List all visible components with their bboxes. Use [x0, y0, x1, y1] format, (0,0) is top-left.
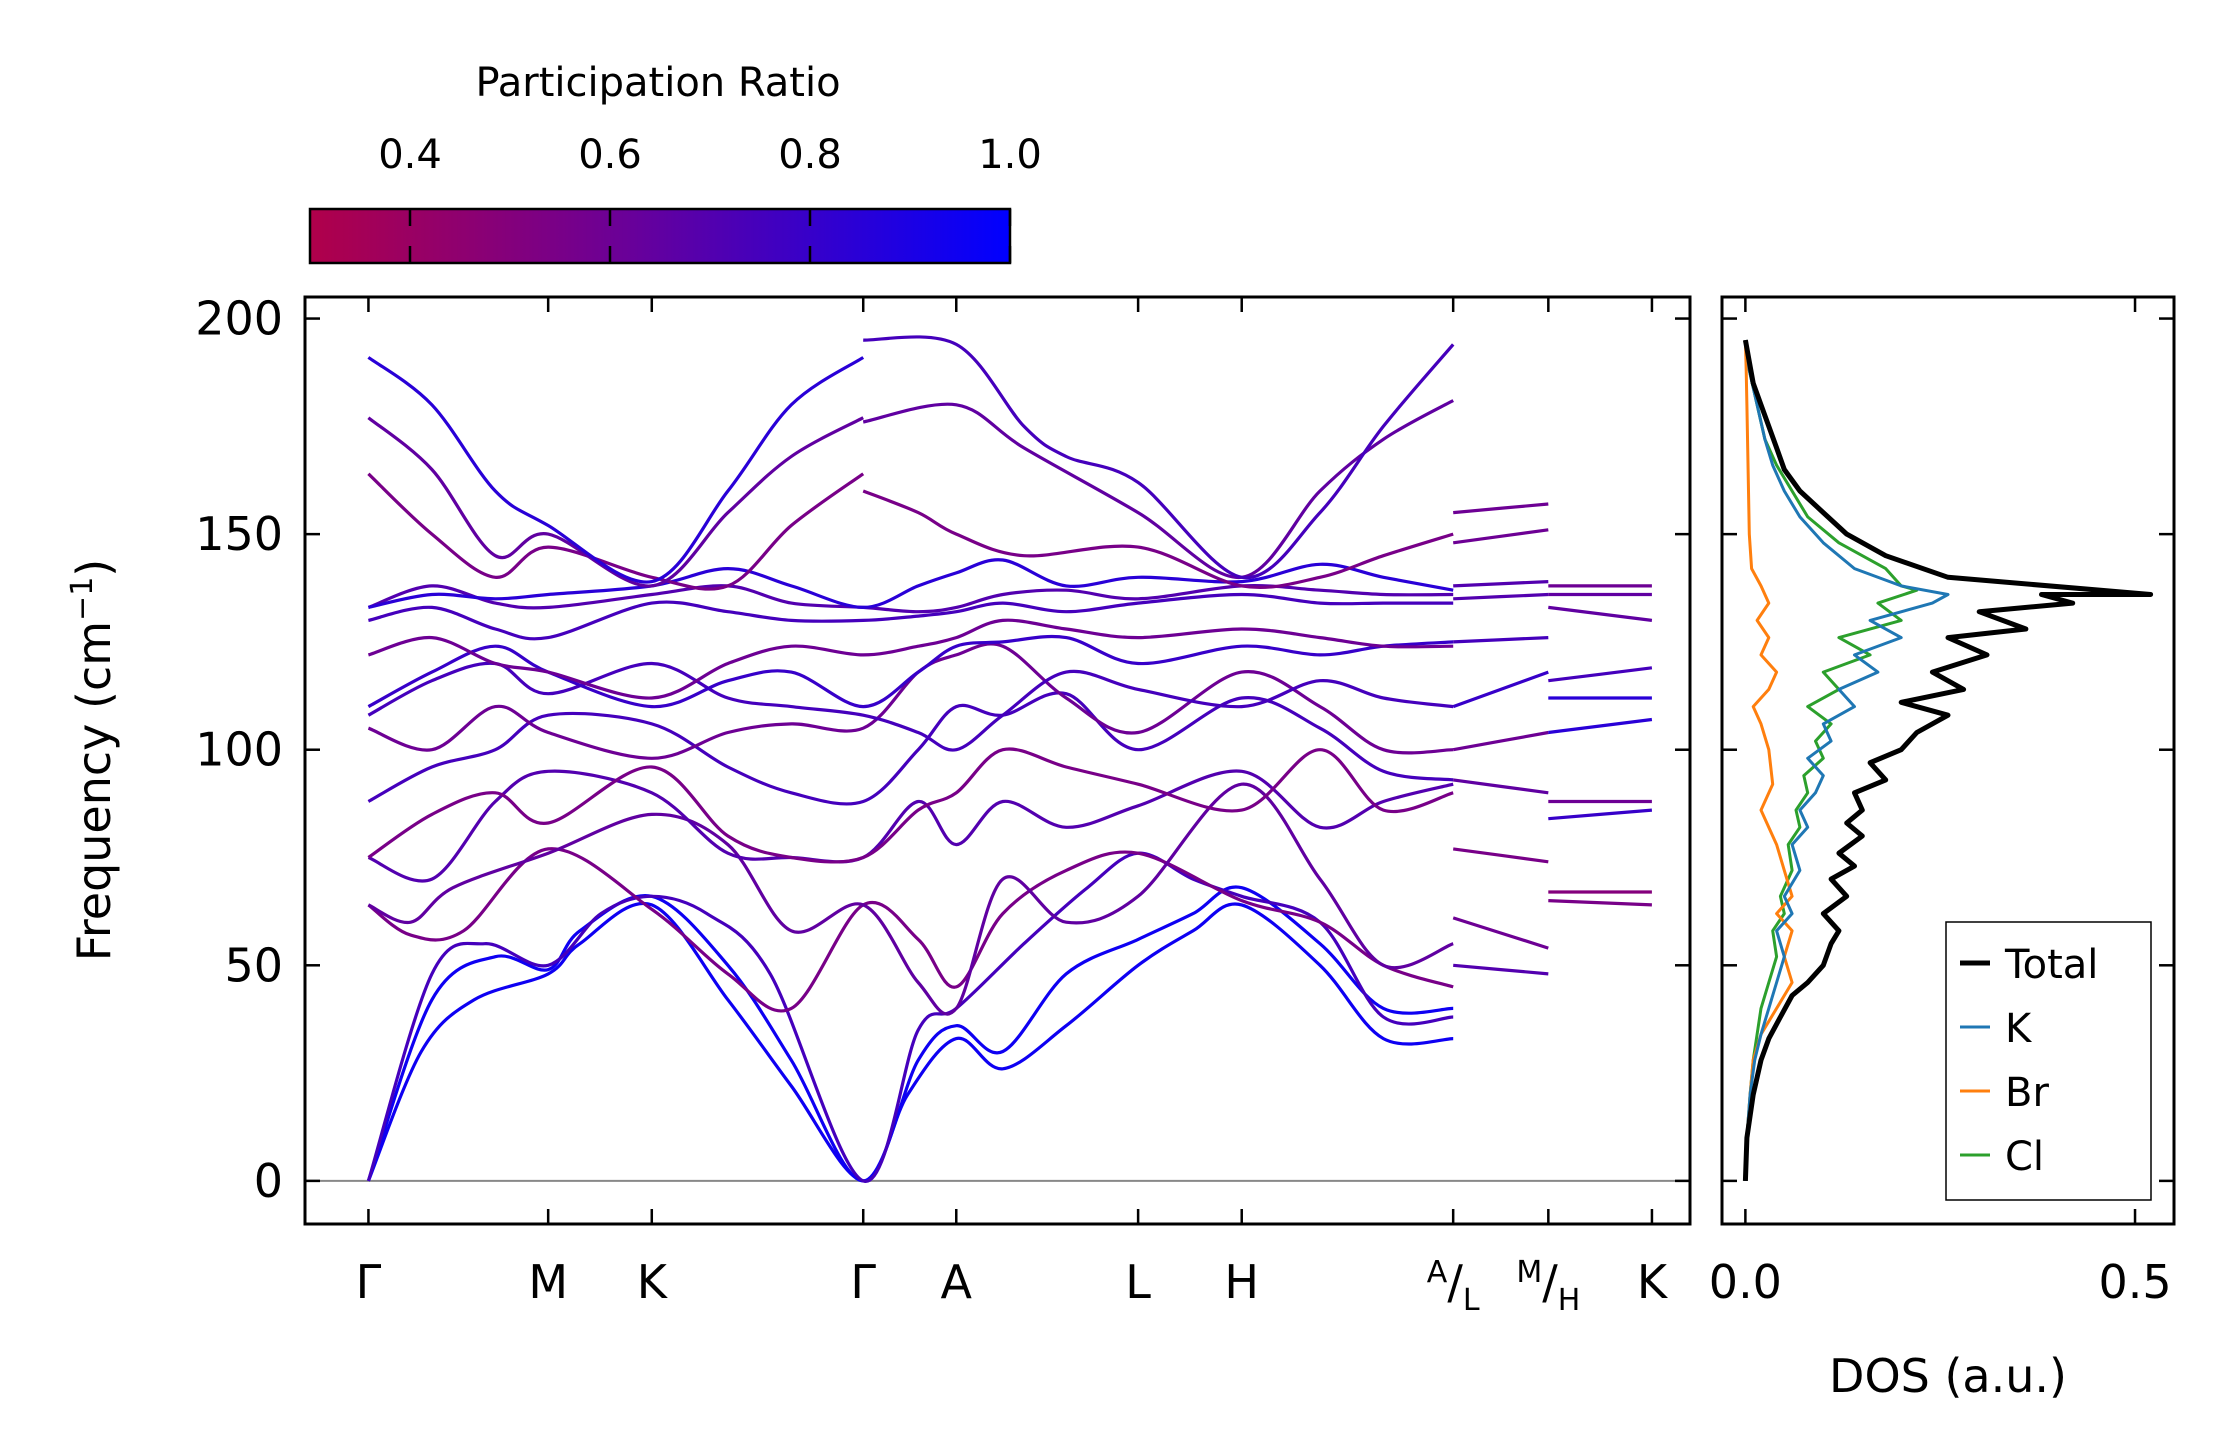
colorbar-tick-label: 0.6 — [578, 132, 642, 178]
band-line-flat-AL-9 — [1452, 847, 1549, 864]
band-line-flat-AL-2 — [1452, 528, 1549, 545]
legend-label-k: K — [2005, 1006, 2033, 1052]
colorbar-ticks: 0.4 0.6 0.8 1.0 — [378, 132, 1042, 263]
kpoint-label: H — [1224, 1255, 1259, 1309]
band-line-flat-AL-8 — [1452, 778, 1549, 795]
y-axis-label-main: Frequency (cm — [67, 621, 121, 961]
band-line-optical-12 — [368, 558, 1454, 609]
kpoint-label: M — [528, 1255, 568, 1309]
kpoint-label-slash: / — [1447, 1255, 1463, 1309]
kpoint-label: M/H — [1516, 1255, 1580, 1318]
kpoint-label-lower: H — [1558, 1283, 1581, 1318]
y-axis-label-close: ) — [67, 559, 121, 577]
kpoint-label-upper: M — [1516, 1255, 1542, 1290]
kpoint-label-upper: A — [1427, 1255, 1448, 1290]
kpoint-label: K — [637, 1255, 669, 1309]
band-line-flat-AL-6 — [1452, 670, 1549, 709]
band-line-flat-AL-4 — [1453, 592, 1549, 601]
band-line-optical-3 — [367, 769, 1454, 883]
band-line-optical-2 — [367, 782, 1454, 1016]
kpoint-label: A/L — [1427, 1255, 1480, 1318]
band-line-acoustic-3 — [366, 851, 1454, 1183]
colorbar: Participation Ratio 0.4 0.6 0.8 1.0 — [308, 60, 1042, 265]
band-y-tick-label: 0 — [254, 1154, 283, 1208]
kpoint-label: L — [1125, 1255, 1151, 1309]
kpoint-label-slash: / — [1542, 1255, 1558, 1309]
kpoint-label: Γ — [850, 1255, 876, 1309]
band-line-optical-9 — [367, 618, 1454, 700]
band-line-optical-6 — [367, 642, 1454, 760]
band-line-optical-14 — [367, 416, 864, 588]
band-line-optical-4 — [367, 747, 1454, 864]
band-line-flat-MH-3 — [1548, 605, 1653, 622]
band-line-flat-AL-1 — [1453, 502, 1549, 515]
band-line-flat-MH-10 — [1548, 899, 1652, 907]
band-y-tick-label: 100 — [195, 723, 283, 777]
band-line-optical-5 — [367, 691, 1454, 806]
band-y-tick-label: 150 — [195, 507, 283, 561]
dos-x-axis-label: DOS (a.u.) — [1829, 1349, 2067, 1403]
band-line-optical-18 — [863, 335, 1455, 580]
legend-label-total: Total — [2004, 942, 2098, 988]
colorbar-gradient — [308, 207, 1012, 265]
dos-plot-frame — [1720, 295, 2176, 1226]
band-line-optical-8 — [367, 634, 1454, 709]
band-line-optical-11 — [367, 584, 1454, 614]
kpoint-label: A — [941, 1255, 973, 1309]
dos-curve-br — [1743, 340, 1794, 1181]
legend-label-cl: Cl — [2005, 1134, 2044, 1180]
dos-panel: 0.0 0.5 DOS (a.u.) Total K Br Cl — [1709, 295, 2176, 1403]
band-y-tick-label: 50 — [224, 938, 283, 992]
band-line-flat-AL-3 — [1453, 580, 1549, 588]
y-axis-label-sup: −1 — [65, 577, 100, 621]
dos-curve-total — [1742, 339, 2154, 1181]
colorbar-tick-label: 0.8 — [778, 132, 842, 178]
y-axis-label: Frequency (cm−1) — [65, 559, 121, 962]
dos-curve-k — [1743, 339, 1950, 1181]
dos-legend: Total K Br Cl — [1945, 921, 2152, 1201]
band-y-ticks: 0 50 100 150 200 — [195, 292, 1690, 1208]
band-line-optical-13 — [367, 472, 865, 591]
dos-x-tick-label: 0.5 — [2098, 1255, 2171, 1309]
colorbar-tick-label: 0.4 — [378, 132, 442, 178]
band-plot-frame — [303, 295, 1692, 1226]
band-line-flat-AL-5 — [1453, 636, 1549, 644]
band-line-flat-MH-6 — [1548, 717, 1653, 735]
dos-x-tick-label: 0.0 — [1709, 1255, 1782, 1309]
band-line-optical-15 — [367, 356, 865, 584]
band-line-flat-AL-11 — [1453, 963, 1549, 976]
colorbar-tick-label: 1.0 — [978, 132, 1042, 178]
dos-ticks: 0.0 0.5 — [1709, 297, 2174, 1309]
band-line-flat-MH-4 — [1548, 666, 1653, 683]
band-line-optical-16 — [862, 489, 1454, 590]
band-line-optical-7 — [367, 661, 1454, 752]
band-line-optical-10 — [368, 592, 1454, 641]
kpoint-label-lower: L — [1463, 1283, 1480, 1318]
band-line-flat-AL-10 — [1452, 916, 1549, 950]
dos-curves — [1742, 339, 2154, 1181]
band-line-flat-MH-8 — [1548, 808, 1653, 821]
dos-curve-cl — [1743, 339, 1919, 1181]
band-line-acoustic-1 — [366, 901, 1454, 1183]
band-x-ticks: Γ M K Γ A L H A/LM/H K — [356, 297, 1669, 1318]
kpoint-label: K — [1637, 1255, 1669, 1309]
bands-group — [366, 335, 1653, 1183]
kpoint-label: Γ — [356, 1255, 382, 1309]
band-line-optical-1 — [367, 847, 1454, 1013]
legend-label-br: Br — [2005, 1070, 2049, 1116]
colorbar-title: Participation Ratio — [475, 60, 840, 106]
band-line-flat-AL-7 — [1452, 730, 1549, 752]
band-y-tick-label: 200 — [195, 292, 283, 346]
